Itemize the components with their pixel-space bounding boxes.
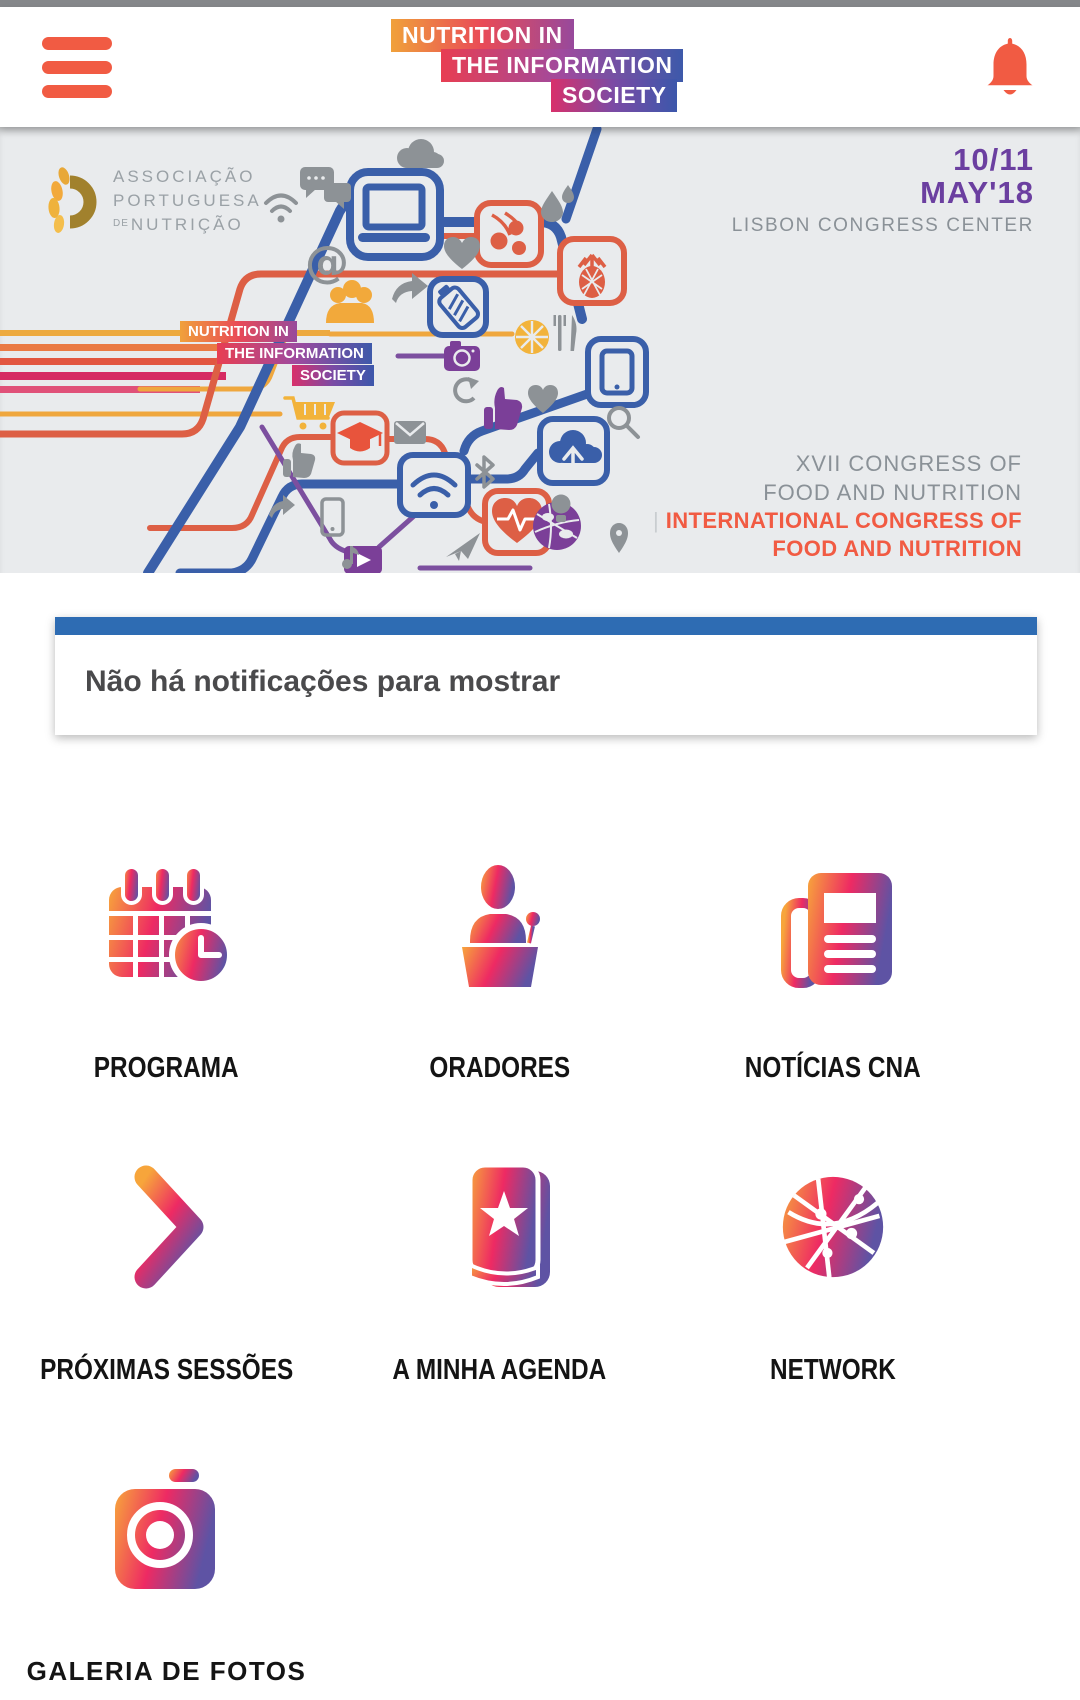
bell-icon (987, 38, 1033, 95)
play-button-icon (344, 546, 382, 573)
banner-logo-line: SOCIETY (292, 365, 374, 386)
tile-galeria-de-fotos[interactable]: GALERIA DE FOTOS (0, 1394, 333, 1696)
home-menu-grid: PROGRAMA ORADORES (0, 790, 1000, 1696)
left-stripes (0, 330, 330, 393)
banner-logo-line: NUTRITION IN (180, 321, 297, 342)
lightbulb-icon (551, 494, 571, 522)
status-bar (0, 0, 1080, 7)
congress-title: XVII CONGRESS OF FOOD AND NUTRITION | IN… (653, 450, 1022, 563)
at-sign-icon: @ (305, 237, 349, 288)
tile-proximas-sessoes[interactable]: PRÓXIMAS SESSÕES (0, 1092, 333, 1394)
apn-logo-line: PORTUGUESA (113, 191, 262, 211)
droplet-icon (562, 185, 574, 203)
search-icon (607, 406, 640, 439)
notification-message: Não há notificações para mostrar (85, 665, 561, 698)
droplet-icon (541, 191, 563, 222)
apn-logo-line: ASSOCIAÇÃO (113, 167, 256, 187)
event-banner: @ (0, 127, 1080, 573)
congress-line: | INTERNATIONAL CONGRESS OF (653, 507, 1022, 533)
tile-label: A MINHA AGENDA (392, 1354, 607, 1386)
hamburger-icon (42, 60, 112, 74)
date-days: 10/11 (953, 142, 1034, 177)
chevron-right-icon (134, 1165, 203, 1289)
heart-icon (444, 237, 480, 269)
chat-bubbles-icon (300, 167, 351, 209)
tile-a-minha-agenda[interactable]: A MINHA AGENDA (333, 1092, 666, 1394)
date-month: MAY'18 (920, 175, 1034, 211)
tile-label: NETWORK (769, 1354, 896, 1386)
calendar-clock-icon (108, 865, 233, 987)
heart-icon (528, 385, 558, 413)
wifi-icon (264, 193, 298, 223)
cloud-icon (397, 139, 444, 168)
share-arrow-icon (269, 495, 295, 518)
camera-small-icon (444, 341, 480, 371)
congress-line: FOOD AND NUTRITION (763, 479, 1022, 505)
congress-line: XVII CONGRESS OF (795, 451, 1022, 477)
app-logo-line: SOCIETY (551, 79, 678, 113)
tile-programa[interactable]: PROGRAMA (0, 790, 333, 1092)
gray-icons: @ (264, 139, 640, 569)
app-logo-line: NUTRITION IN (391, 19, 574, 53)
laptop-icon (346, 168, 444, 261)
venue: LISBON CONGRESS CENTER (731, 214, 1034, 236)
shopping-cart-icon (283, 396, 335, 430)
event-date: 10/11 MAY'18 LISBON CONGRESS CENTER (732, 143, 1034, 237)
hamburger-icon (42, 36, 112, 50)
envelope-icon (394, 421, 426, 444)
speaker-podium-icon (461, 865, 540, 987)
tile-network[interactable]: NETWORK (666, 1092, 999, 1394)
refresh-icon (453, 377, 479, 404)
paper-plane-icon (446, 533, 480, 561)
app-header: NUTRITION IN THE INFORMATION SOCIETY (0, 7, 1080, 127)
cloud-upload-icon (537, 416, 610, 486)
app-logo-line: THE INFORMATION (441, 49, 684, 83)
tile-label: PRÓXIMAS SESSÕES (39, 1354, 294, 1386)
battery-icon (427, 276, 489, 338)
app-logo: NUTRITION IN THE INFORMATION SOCIETY (391, 19, 703, 115)
apn-wheat-icon (48, 167, 97, 233)
citrus-slice-icon (515, 320, 549, 354)
pineapple-icon (557, 236, 627, 306)
network-globe-icon (782, 1176, 883, 1278)
apn-logo: ASSOCIAÇÃO PORTUGUESA DE NUTRIÇÃO (34, 160, 262, 242)
phone-icon (320, 497, 345, 537)
agenda-book-icon (467, 1162, 550, 1287)
globe-icon (533, 502, 581, 550)
thumb-up-icon (283, 443, 316, 478)
smartphone-icon (585, 336, 649, 408)
location-pin-icon (610, 523, 628, 553)
camera-icon (114, 1469, 215, 1589)
notifications-button[interactable] (982, 35, 1038, 99)
wifi-box-icon (397, 452, 471, 518)
newspaper-icon (780, 873, 892, 988)
tile-noticias-cna[interactable]: NOTÍCIAS CNA (666, 790, 999, 1092)
share-arrow-icon (392, 273, 428, 303)
banner-logo-line: THE INFORMATION (217, 343, 372, 364)
tile-oradores[interactable]: ORADORES (333, 790, 666, 1092)
tile-label: GALERIA DE FOTOS (26, 1656, 307, 1686)
tile-label: ORADORES (429, 1052, 570, 1084)
congress-line: FOOD AND NUTRITION (772, 535, 1022, 561)
notification-card: Não há notificações para mostrar (55, 617, 1037, 735)
notification-card-accent (55, 617, 1037, 635)
bluetooth-icon (475, 455, 495, 489)
berries-icon (474, 200, 544, 268)
thumb-up-purple-icon (484, 387, 523, 430)
tile-label: PROGRAMA (94, 1052, 239, 1084)
people-icon (326, 280, 374, 323)
graduation-cap-icon (330, 410, 390, 466)
menu-button[interactable] (42, 36, 112, 98)
apn-logo-line: DE NUTRIÇÃO (113, 214, 244, 234)
music-note-icon (342, 546, 359, 569)
tile-label: NOTÍCIAS CNA (744, 1052, 921, 1084)
banner-logo: NUTRITION IN THE INFORMATION SOCIETY (180, 321, 400, 386)
hamburger-icon (42, 84, 112, 98)
cutlery-icon (553, 315, 577, 351)
